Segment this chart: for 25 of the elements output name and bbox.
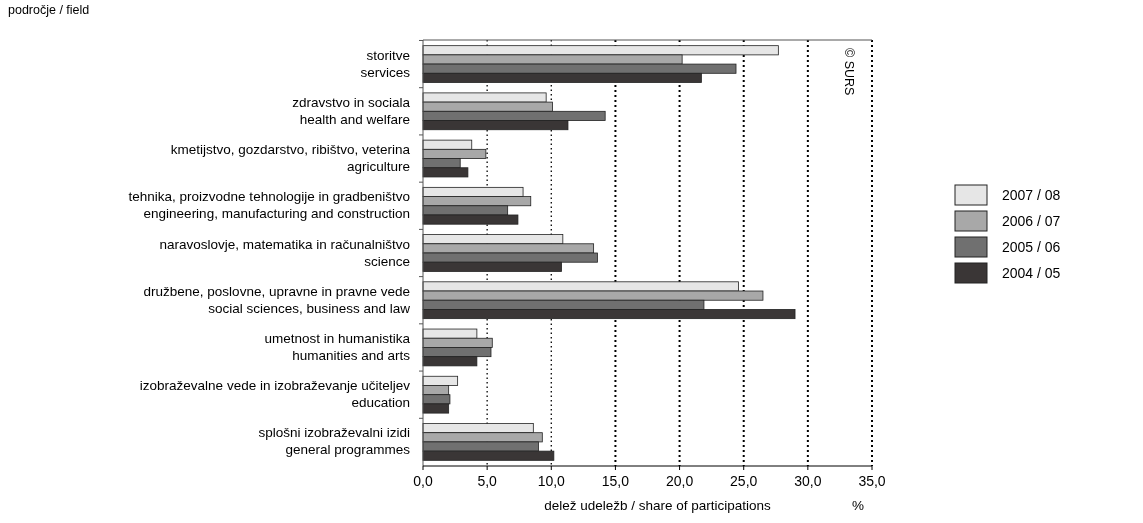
text: % [851, 498, 865, 513]
legend-label: 2004 / 05 [1002, 265, 1061, 281]
x-tick-label: 35,0 [858, 473, 886, 489]
x-tick-label: 10,0 [537, 473, 566, 489]
y-axis-title: področje / field [8, 3, 90, 17]
y-tick-label: zdravstvo in sociala health and welfare [292, 94, 411, 127]
x-tick-label: 30,0 [794, 473, 822, 489]
x-tick-label: 25,0 [730, 473, 758, 489]
y-tick-label: splošni izobraževalni izidi general programmes [258, 425, 411, 458]
x-axis-title: delež udeležb / share of participations [544, 498, 772, 513]
y-tick-label: izobraževalne vede in izobraževanje učiteljev education [139, 378, 411, 411]
x-tick-label: 5,0 [477, 473, 498, 489]
x-tick-label: 0,0 [413, 473, 433, 489]
annotation: © SURS [841, 48, 856, 96]
y-tick-label: storitve services [360, 47, 411, 80]
x-tick-label: 15,0 [601, 473, 630, 489]
y-tick-label: družbene, poslovne, upravne in pravne vede social sciences, business and law [143, 283, 411, 316]
legend-label: 2005 / 06 [1002, 239, 1061, 255]
x-tick-label: 20,0 [665, 473, 694, 489]
y-tick-label: kmetijstvo, gozdarstvo, ribištvo, veterina agriculture [170, 142, 411, 175]
y-tick-label: naravoslovje, matematika in računalništvo science [159, 236, 410, 269]
legend-label: 2006 / 07 [1002, 213, 1061, 229]
y-tick-label: umetnost in humanistika humanities and arts [264, 330, 411, 363]
y-tick-label: tehnika, proizvodne tehnologije in gradbeništvo engineering, manufacturing and construction [128, 189, 410, 222]
legend-label: 2007 / 08 [1002, 187, 1061, 203]
